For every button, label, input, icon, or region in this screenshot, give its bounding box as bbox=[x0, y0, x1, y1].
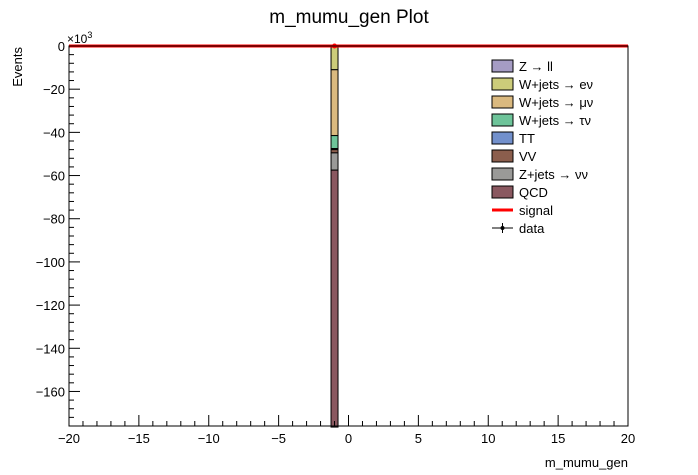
y-multiplier-base: ×10 bbox=[67, 32, 88, 46]
x-tick-label: −5 bbox=[271, 431, 286, 446]
legend-label: W+jets → τν bbox=[519, 113, 591, 128]
stack-bar-6 bbox=[330, 152, 339, 171]
x-tick-label: −15 bbox=[128, 431, 150, 446]
x-tick-label: 0 bbox=[345, 431, 352, 446]
stack-bar-1 bbox=[330, 46, 339, 71]
legend-label: Z → ll bbox=[519, 59, 553, 74]
x-tick-label: −10 bbox=[198, 431, 220, 446]
legend-label: QCD bbox=[519, 185, 548, 200]
legend-marker-dot bbox=[500, 226, 505, 230]
chart-title: m_mumu_gen Plot bbox=[269, 7, 429, 28]
x-tick-label: 15 bbox=[551, 431, 565, 446]
legend-label: TT bbox=[519, 131, 535, 146]
x-tick-label: −20 bbox=[58, 431, 80, 446]
y-tick-label: −20 bbox=[43, 82, 65, 97]
x-tick-label: 20 bbox=[621, 431, 635, 446]
stack-bar-7 bbox=[330, 169, 339, 428]
y-multiplier-exponent: 3 bbox=[87, 30, 92, 40]
y-tick-label: −120 bbox=[36, 298, 65, 313]
legend-label: data bbox=[519, 221, 545, 236]
y-tick-label: −100 bbox=[36, 255, 65, 270]
stack-bar-3 bbox=[330, 135, 339, 150]
y-tick-label: −40 bbox=[43, 125, 65, 140]
y-tick-label: −160 bbox=[36, 384, 65, 399]
legend-swatch bbox=[491, 149, 514, 163]
legend-label: VV bbox=[519, 149, 537, 164]
axes: −20 −15 −10 −5 0 5 10 15 20 0 −20 −40 −60 −80 −100 −120… bbox=[36, 39, 636, 446]
legend-swatch bbox=[491, 77, 514, 91]
legend-label: signal bbox=[519, 203, 553, 218]
legend-label: Z+jets → νν bbox=[519, 167, 588, 182]
y-tick-label: −60 bbox=[43, 169, 65, 184]
y-tick-label: 0 bbox=[58, 39, 65, 54]
legend-swatch bbox=[491, 185, 514, 199]
x-tick-label: 10 bbox=[481, 431, 495, 446]
y-tick-label: −140 bbox=[36, 341, 65, 356]
legend-swatch bbox=[491, 59, 514, 73]
y-tick-label: −80 bbox=[43, 212, 65, 227]
legend-label: W+jets → eν bbox=[519, 77, 593, 92]
y-axis-label: Events bbox=[10, 47, 25, 87]
legend-swatch bbox=[491, 113, 514, 127]
legend-label: W+jets → μν bbox=[519, 95, 593, 110]
x-axis-label: m_mumu_gen bbox=[545, 455, 628, 470]
legend-swatch bbox=[491, 131, 514, 145]
x-tick-label: 5 bbox=[415, 431, 422, 446]
stack-bar-2 bbox=[330, 69, 339, 137]
legend-swatch bbox=[491, 167, 514, 181]
legend-swatch bbox=[491, 95, 514, 109]
y-multiplier: ×103 bbox=[67, 30, 92, 46]
stack-bars bbox=[330, 45, 339, 428]
legend: Z → ll W+jets → eν W+jets → μν W+jets → τν T… bbox=[491, 59, 593, 236]
